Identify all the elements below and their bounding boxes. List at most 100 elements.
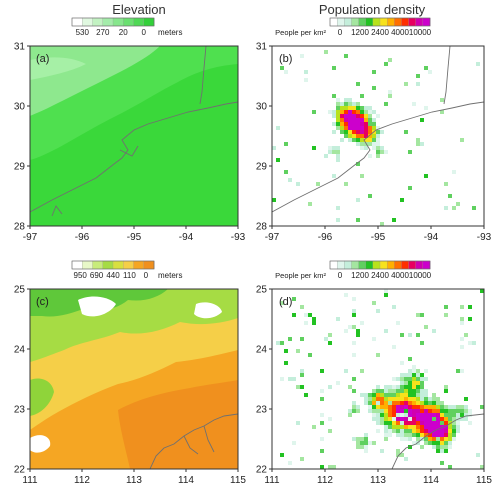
density-cell xyxy=(416,393,420,397)
density-cell xyxy=(316,182,320,186)
density-cell xyxy=(440,461,444,465)
density-cell xyxy=(424,174,428,178)
density-cell xyxy=(428,429,432,433)
density-cell xyxy=(456,413,460,417)
density-cell xyxy=(348,122,352,126)
density-cell xyxy=(384,393,388,397)
density-cell xyxy=(320,465,324,469)
density-cell xyxy=(376,353,380,357)
density-cell xyxy=(356,329,360,333)
density-cell xyxy=(356,218,360,222)
density-cell xyxy=(328,465,332,469)
density-cell xyxy=(436,401,440,405)
density-cell xyxy=(348,409,352,413)
density-cell xyxy=(396,425,400,429)
density-cell xyxy=(392,377,396,381)
density-cell xyxy=(384,385,388,389)
density-cell xyxy=(456,429,460,433)
colorbar-tick-label: 0 xyxy=(338,271,343,280)
density-cell xyxy=(300,305,304,309)
density-cell xyxy=(376,134,380,138)
colorbar-tick-label: 4000 xyxy=(391,28,409,37)
density-cell xyxy=(340,118,344,122)
density-cell xyxy=(436,433,440,437)
density-cell xyxy=(408,429,412,433)
density-cell xyxy=(360,114,364,118)
density-cell xyxy=(364,138,368,142)
density-cell xyxy=(372,389,376,393)
density-cell xyxy=(360,441,364,445)
density-cell xyxy=(428,421,432,425)
density-cell xyxy=(452,170,456,174)
density-cell xyxy=(368,106,372,110)
density-cell xyxy=(416,417,420,421)
x-tick-label: -97 xyxy=(265,232,280,243)
density-cell xyxy=(448,413,452,417)
density-cell xyxy=(376,126,380,130)
density-cell xyxy=(320,437,324,441)
colorbar-frame xyxy=(71,260,155,270)
density-cell xyxy=(396,433,400,437)
density-cell xyxy=(448,429,452,433)
density-cell xyxy=(440,449,444,453)
density-cell xyxy=(360,106,364,110)
density-cell xyxy=(464,417,468,421)
density-cell xyxy=(332,110,336,114)
density-cell xyxy=(384,417,388,421)
density-cell xyxy=(372,405,376,409)
density-cell xyxy=(368,114,372,118)
density-cell xyxy=(448,433,452,437)
density-cell xyxy=(404,433,408,437)
density-cell xyxy=(420,421,424,425)
density-cell xyxy=(276,341,280,345)
density-cell xyxy=(336,206,340,210)
density-cell xyxy=(348,134,352,138)
density-cell xyxy=(420,425,424,429)
density-cell xyxy=(380,389,384,393)
density-cell xyxy=(388,393,392,397)
density-cell xyxy=(448,405,452,409)
density-cell xyxy=(360,445,364,449)
density-cell xyxy=(304,313,308,317)
density-cell xyxy=(372,110,376,114)
density-cell xyxy=(440,401,444,405)
density-cell xyxy=(312,425,316,429)
density-cell xyxy=(336,146,340,150)
y-tick-label: 23 xyxy=(256,405,268,416)
density-cell xyxy=(364,397,368,401)
axis-c-x: 111 112 113 114 115 xyxy=(22,469,246,486)
density-cell xyxy=(396,417,400,421)
density-cell xyxy=(400,413,404,417)
density-cell xyxy=(448,421,452,425)
y-tick-label: 30 xyxy=(14,102,26,113)
density-cell xyxy=(344,369,348,373)
density-cell xyxy=(416,413,420,417)
density-cell xyxy=(312,110,316,114)
colorbar-swatch xyxy=(143,17,155,27)
density-cell xyxy=(356,82,360,86)
density-cell xyxy=(412,385,416,389)
x-tick-label: 115 xyxy=(476,475,492,486)
colorbar-tick-label: 270 xyxy=(96,28,110,37)
density-cell xyxy=(416,437,420,441)
colorbar-tick-label: 20 xyxy=(119,28,128,37)
density-cell xyxy=(288,337,292,341)
density-cell xyxy=(356,198,360,202)
coastline-d xyxy=(391,413,484,469)
colorbar-tick-label: 950 xyxy=(74,271,88,280)
density-cell xyxy=(336,381,340,385)
density-cell xyxy=(396,385,400,389)
density-cell xyxy=(376,397,380,401)
density-cell xyxy=(320,389,324,393)
density-cell xyxy=(388,58,392,62)
density-cell xyxy=(368,397,372,401)
density-cell xyxy=(352,341,356,345)
colorbar-swatch xyxy=(351,17,360,27)
density-cell xyxy=(352,325,356,329)
density-cell xyxy=(424,413,428,417)
y-tick-label: 24 xyxy=(14,345,26,356)
colorbar-tick-label: 1200 xyxy=(351,28,369,37)
density-cell xyxy=(364,130,368,134)
density-cell xyxy=(424,409,428,413)
x-tick-label: 111 xyxy=(22,475,38,486)
